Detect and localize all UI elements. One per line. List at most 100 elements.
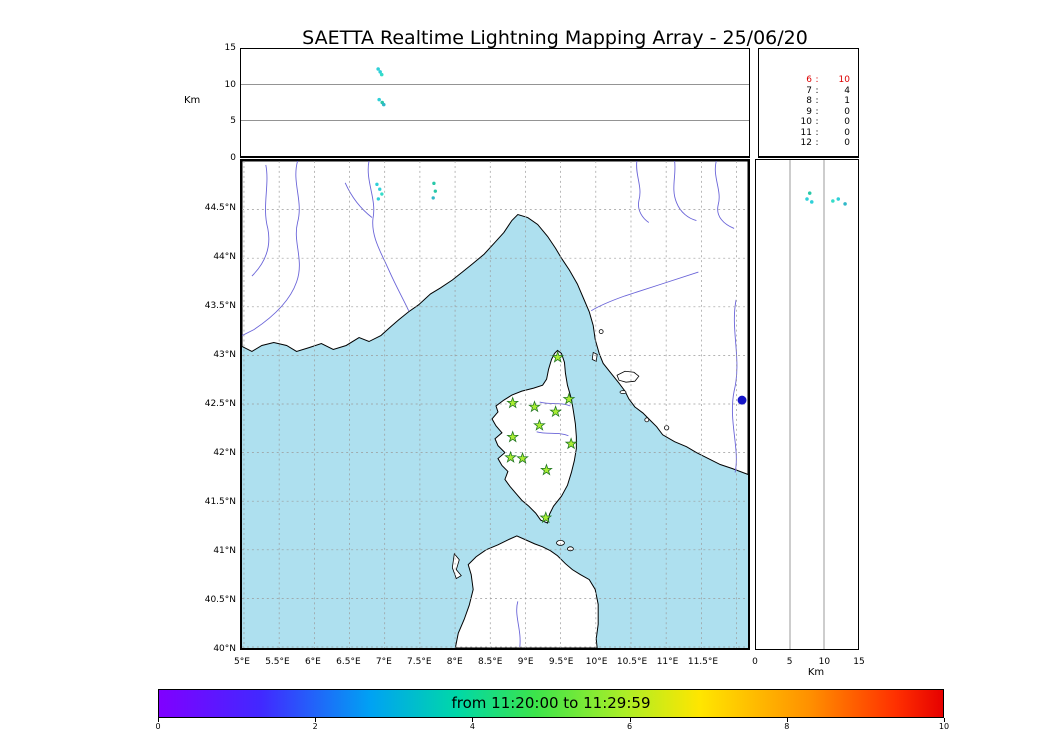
colorbar-tickmark (944, 718, 945, 722)
vhf-source-dot (831, 199, 835, 203)
altitude-latitude-plot (789, 160, 847, 649)
lma-station-star (539, 511, 553, 524)
rivers-layer (242, 161, 738, 648)
right-panel-xtick-label: 10 (818, 657, 831, 667)
capraia-island (591, 351, 598, 362)
right-panel-xtick-label: 15 (853, 657, 865, 667)
lma-station-star (506, 396, 520, 409)
lat-tick-label: 41°N (213, 546, 236, 556)
colorbar-tickmark (158, 718, 159, 722)
lat-tick-label: 44.5°N (204, 203, 236, 213)
corsica-island (491, 349, 577, 524)
vhf-source-dot (807, 191, 812, 195)
vhf-source-dot (381, 102, 386, 107)
colorbar-tick-label: 6 (627, 722, 633, 731)
montecristo-island (644, 417, 650, 423)
source-count-box: 6:10 7:4 8:1 9:0 10:0 11:0 12:0 (758, 48, 859, 158)
lma-station-star (549, 405, 562, 418)
vhf-source-dot (433, 189, 438, 193)
lat-tick-label: 43°N (213, 350, 236, 360)
extra-marker-dot (737, 395, 747, 405)
lon-tick-label: 5°E (234, 657, 250, 667)
maddalena-island (556, 539, 565, 546)
lat-tick-label: 40°N (213, 644, 236, 654)
right-panel-axis-label: Km (807, 667, 825, 678)
altitude-time-panel (240, 48, 750, 158)
lma-station-star (562, 392, 576, 405)
vhf-source-dot (432, 181, 436, 186)
vhf-source-dot (376, 67, 380, 71)
lat-tick-label: 40.5°N (204, 595, 236, 605)
river (242, 161, 300, 336)
lma-station-star (533, 418, 546, 431)
lon-tick-label: 5.5°E (265, 657, 290, 667)
colorbar-tickmark (472, 718, 474, 722)
vhf-source-dot (379, 72, 384, 77)
map-panel (240, 159, 750, 650)
river (714, 161, 735, 229)
right-panel-xtick-label: 5 (786, 657, 793, 667)
colorbar-tickmark (315, 718, 317, 722)
lon-tick-label: 7.5°E (407, 657, 432, 667)
colorbar-tick-label: 10 (938, 722, 950, 731)
colorbar-tickmark (786, 718, 788, 722)
lon-tick-label: 7°E (375, 657, 392, 667)
map-plot (242, 161, 748, 648)
station-count-row: 12:0 (800, 138, 850, 148)
lon-tick-label: 9.5°E (548, 657, 574, 667)
river (516, 601, 521, 648)
vhf-source-dot (836, 197, 841, 201)
lma-station-star (564, 437, 578, 450)
colorbar-tick-label: 2 (312, 722, 318, 731)
altitude-time-plot (241, 67, 749, 121)
river (536, 431, 569, 437)
vhf-source-dot (805, 197, 809, 201)
river (367, 161, 410, 311)
altitude-axis-label: Km (184, 95, 201, 106)
lma-station-star (540, 463, 553, 476)
colorbar-tick-label: 4 (469, 722, 475, 731)
lon-tick-label: 11.5°E (687, 657, 719, 667)
map-data-layer (375, 181, 747, 524)
station-count-row: 6:10 (806, 75, 850, 85)
river (591, 271, 699, 312)
lma-station-star (551, 350, 565, 363)
lma-station-star (506, 430, 520, 443)
lon-tick-label: 8°E (446, 657, 463, 667)
altitude-gridlines (241, 67, 749, 121)
lat-tick-label: 42°N (213, 448, 236, 458)
source-count-rows: 6:10 7:4 8:1 9:0 10:0 11:0 12:0 (759, 75, 850, 149)
lon-tick-label: 9°E (517, 657, 534, 667)
mainland-coast (242, 161, 748, 475)
maddalena-island-2 (567, 546, 574, 552)
river (251, 164, 270, 277)
lat-tick-label: 41.5°N (204, 497, 236, 507)
lon-tick-label: 8.5°E (477, 657, 503, 667)
river (344, 182, 373, 218)
river (636, 161, 650, 223)
colorbar-tickmark (629, 718, 631, 722)
colorbar-tick-label: 0 (155, 722, 161, 731)
station-count-row: 7:4 (806, 85, 850, 96)
vhf-source-dot (380, 192, 384, 196)
altitude-latitude-gridlines (789, 160, 847, 649)
altitude-ytick-label: 10 (224, 79, 236, 90)
lma-station-star (528, 400, 541, 413)
lon-tick-label: 6°E (304, 657, 321, 667)
vhf-source-dot (376, 197, 381, 201)
vhf-source-dot (378, 70, 382, 74)
river (539, 401, 571, 407)
lon-tick-label: 10.5°E (616, 657, 648, 667)
colorbar-time-range-label: from 11:20:00 to 11:29:59 (451, 694, 651, 712)
altitude-ytick-label: 0 (230, 153, 236, 163)
lon-tick-label: 10°E (585, 657, 608, 667)
gorgona-island (598, 329, 604, 334)
right-panel-xtick-label: 0 (752, 657, 758, 667)
figure-title: SAETTA Realtime Lightning Mapping Array … (302, 27, 808, 49)
pianosa-island (619, 390, 627, 394)
colorbar-tick-label: 8 (784, 722, 790, 731)
vhf-source-dot (378, 187, 382, 191)
vhf-source-dot (431, 196, 435, 200)
elba-island (616, 370, 640, 383)
vhf-source-dot (809, 200, 814, 204)
